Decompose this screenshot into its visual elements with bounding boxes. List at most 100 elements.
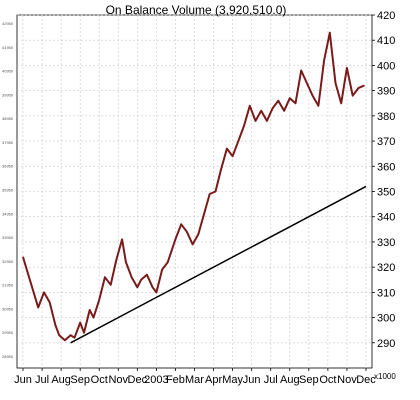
data-point: [121, 238, 123, 241]
left-scale-label: 34950: [2, 211, 14, 216]
data-point: [174, 238, 177, 241]
left-scale: 42950 41950 40950 39950 38950 37950 36950 35950…: [2, 21, 14, 359]
data-point: [155, 291, 157, 293]
data-point: [167, 261, 169, 263]
trendline-layer: [70, 185, 367, 344]
data-point: [136, 286, 138, 288]
x-tick-label: Feb: [166, 374, 185, 386]
data-point: [89, 309, 91, 311]
data-point: [312, 95, 314, 97]
y-tick-label: 380: [377, 111, 395, 123]
left-scale-label: 40950: [2, 69, 14, 74]
x-tick-label: Nov: [108, 374, 128, 386]
left-scale-label: 35950: [2, 188, 14, 193]
y-tick-label: 320: [377, 262, 395, 274]
data-point: [186, 231, 188, 233]
data-point: [334, 82, 337, 84]
data-point: [232, 155, 234, 157]
left-scale-label: 30950: [2, 306, 14, 311]
left-scale-label: 42950: [2, 21, 14, 26]
x-tick-label: Jul: [35, 374, 49, 386]
y-tick-label: 310: [377, 287, 395, 299]
y-tick-label: 340: [377, 212, 395, 224]
data-point: [131, 276, 133, 278]
data-point: [161, 269, 163, 271]
data-point: [243, 125, 245, 127]
x-tick-label: Apr: [205, 374, 222, 386]
data-point: [37, 306, 39, 309]
y-tick-label: 370: [377, 136, 395, 148]
data-point: [266, 120, 268, 122]
x-tick-label: Jun: [243, 374, 261, 386]
y-tick-label: 410: [377, 35, 395, 47]
data-point: [98, 299, 100, 301]
y-tick-label: 300: [377, 313, 395, 325]
x-tick-label: Aug: [280, 374, 300, 386]
data-point: [104, 276, 106, 278]
series-layer: [22, 31, 365, 342]
data-point: [73, 337, 76, 339]
data-point: [191, 243, 194, 246]
data-point: [54, 324, 56, 326]
data-point: [58, 334, 60, 336]
data-point: [197, 233, 199, 235]
x-tick-label: Nov: [337, 374, 357, 386]
data-point: [254, 120, 257, 122]
data-point: [317, 105, 319, 107]
data-point: [294, 102, 297, 104]
x-tick-label: Oct: [91, 374, 108, 386]
data-point: [340, 102, 342, 104]
data-point: [64, 339, 66, 341]
x-tick-label: Aug: [51, 374, 71, 386]
data-point: [180, 223, 182, 225]
y-tick-label: 350: [377, 187, 395, 199]
data-point: [249, 105, 251, 107]
left-scale-label: 41950: [2, 45, 14, 50]
x-tick-label: Oct: [319, 374, 336, 386]
y-tick-label: 330: [377, 237, 395, 249]
data-point: [209, 193, 211, 195]
x-tick-label: 2003: [144, 374, 168, 386]
data-point: [272, 107, 274, 109]
data-point: [83, 332, 85, 334]
data-point: [306, 82, 308, 84]
x-tick-label: Sep: [70, 374, 90, 386]
x-tick-label: Jul: [264, 374, 278, 386]
left-scale-label: 31950: [2, 283, 14, 288]
data-point: [329, 32, 331, 34]
data-point: [357, 87, 359, 89]
data-point: [323, 59, 325, 61]
left-scale-label: 32950: [2, 259, 14, 264]
data-point: [277, 100, 279, 102]
y-unit-label: x1000: [374, 372, 396, 381]
data-point: [226, 148, 228, 150]
y-tick-label: 360: [377, 161, 395, 173]
data-point: [214, 190, 217, 193]
data-point: [283, 110, 285, 112]
x-tick-label: May: [222, 374, 243, 386]
data-point: [151, 286, 154, 288]
data-point: [110, 284, 112, 286]
left-scale-label: 33950: [2, 235, 14, 240]
data-point: [140, 279, 142, 281]
x-tick-label: Mar: [185, 374, 204, 386]
data-point: [203, 213, 205, 215]
y-axis: 290 300 310 320 330 340 350 360 370 380 390 400 410 4…: [372, 10, 395, 350]
data-point: [260, 110, 262, 112]
data-point: [49, 301, 51, 304]
left-scale-label: 36950: [2, 164, 14, 169]
data-point: [146, 274, 148, 276]
y-tick-label: 400: [377, 60, 395, 72]
left-scale-label: 39950: [2, 92, 14, 97]
y-tick-label: 390: [377, 86, 395, 98]
trendline: [70, 185, 367, 344]
x-tick-label: Jun: [14, 374, 32, 386]
data-point: [289, 97, 291, 99]
data-point: [352, 95, 354, 97]
data-point: [22, 256, 24, 258]
data-point: [30, 281, 32, 283]
left-scale-label: 38950: [2, 116, 14, 121]
x-tick-label: Dec: [356, 374, 376, 386]
